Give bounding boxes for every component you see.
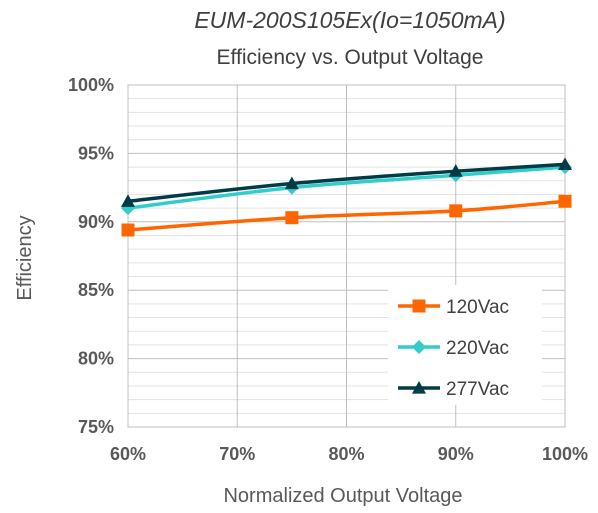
series-layer [121,157,572,237]
y-tick-label: 90% [78,212,114,232]
x-tick-label: 90% [438,444,474,464]
legend-label: 120Vac [446,297,509,318]
legend-marker [412,381,426,394]
y-tick-label: 100% [68,75,114,95]
chart-title: EUM-200S105Ex(Io=1050mA) [194,7,505,33]
legend-item: 220Vac [398,338,509,359]
series-277Vac [121,157,572,207]
y-axis-ticks: 75% 80% 85% 90% 95% 100% [68,75,114,437]
legend: 120Vac 220Vac 277Vac [388,285,542,405]
chart-subtitle: Efficiency vs. Output Voltage [217,46,484,69]
x-tick-label: 80% [328,444,364,464]
legend-marker [412,340,426,354]
series-line [127,199,566,232]
legend-marker [412,299,426,313]
series-line [127,165,566,210]
legend-label: 220Vac [446,338,509,359]
y-tick-label: 85% [78,280,114,300]
x-tick-label: 70% [219,444,255,464]
x-tick-label: 60% [110,444,146,464]
data-point [284,176,299,190]
series-line [127,162,566,204]
series-120Vac [121,194,572,237]
x-axis-title: Normalized Output Voltage [223,485,462,507]
data-point [121,223,135,237]
y-tick-label: 75% [78,417,114,437]
x-tick-label: 100% [542,444,588,464]
data-point [121,194,135,207]
legend-item: 277Vac [398,379,509,400]
legend-item: 120Vac [398,297,509,318]
data-point [558,157,572,170]
data-point [449,204,463,218]
data-point [285,211,299,225]
y-tick-label: 80% [78,349,114,369]
legend-label: 277Vac [446,379,509,400]
x-axis-ticks: 60% 70% 80% 90% 100% [110,444,588,464]
y-axis-title: Efficiency [14,215,36,300]
data-point [558,194,572,208]
data-point [448,164,463,177]
y-tick-label: 95% [78,143,114,163]
